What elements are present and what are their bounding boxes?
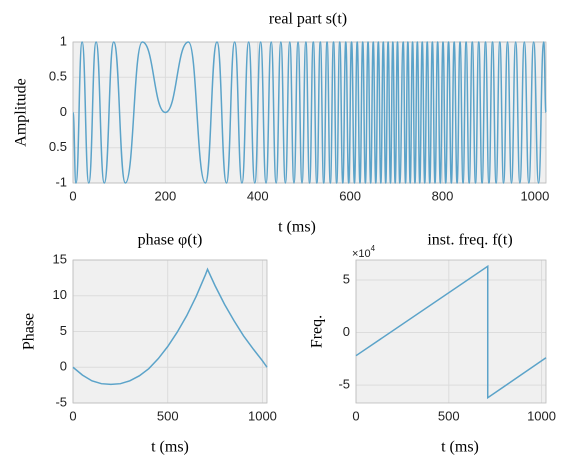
multiplier-base: ×10 — [352, 248, 371, 260]
data-line — [72, 41, 547, 184]
y-tick-label: 10 — [53, 287, 67, 302]
y-tick-label: 0 — [60, 104, 67, 119]
y-tick-label: 5 — [60, 323, 67, 338]
y-tick-label: -5 — [338, 377, 350, 392]
y-tick-label: 0.5 — [49, 69, 67, 84]
chart-title: real part s(t) — [269, 11, 347, 28]
chart-title: phase φ(t) — [138, 232, 203, 249]
x-tick-label: 0 — [69, 408, 76, 423]
x-tick-label: 1000 — [520, 188, 549, 203]
multiplier-exponent: 4 — [371, 244, 376, 253]
data-line — [355, 264, 547, 400]
y-tick-label: 0 — [343, 324, 350, 339]
y-axis-label: Phase — [21, 313, 38, 350]
y-tick-label: 15 — [53, 251, 67, 266]
y-tick-label: 0 — [60, 359, 67, 374]
x-tick-label: 500 — [157, 408, 179, 423]
y-tick-label: -1 — [55, 174, 67, 189]
chart-title: inst. freq. f(t) — [427, 232, 512, 249]
y-tick-label: 0.5 — [49, 139, 67, 154]
x-tick-label: 600 — [339, 188, 361, 203]
axis-multiplier: ×104 — [352, 244, 376, 260]
plot-border — [355, 259, 547, 404]
y-axis-label: Freq. — [309, 315, 326, 348]
x-tick-label: 200 — [155, 188, 177, 203]
y-axis-label: Amplitude — [13, 78, 30, 146]
x-tick-label: 500 — [438, 408, 460, 423]
y-tick-label: 1 — [60, 33, 67, 48]
x-tick-label: 1000 — [248, 408, 277, 423]
plot-border — [72, 259, 268, 404]
x-tick-label: 800 — [432, 188, 454, 203]
x-tick-label: 0 — [69, 188, 76, 203]
y-tick-label: -5 — [55, 394, 67, 409]
x-axis-label: t (ms) — [278, 219, 316, 236]
x-tick-label: 400 — [247, 188, 269, 203]
x-tick-label: 0 — [352, 408, 359, 423]
x-axis-label: t (ms) — [151, 439, 189, 456]
x-axis-label: t (ms) — [441, 439, 479, 456]
plot-area — [356, 260, 546, 403]
y-tick-label: 5 — [343, 271, 350, 286]
x-tick-label: 1000 — [527, 408, 556, 423]
data-line — [72, 267, 268, 386]
